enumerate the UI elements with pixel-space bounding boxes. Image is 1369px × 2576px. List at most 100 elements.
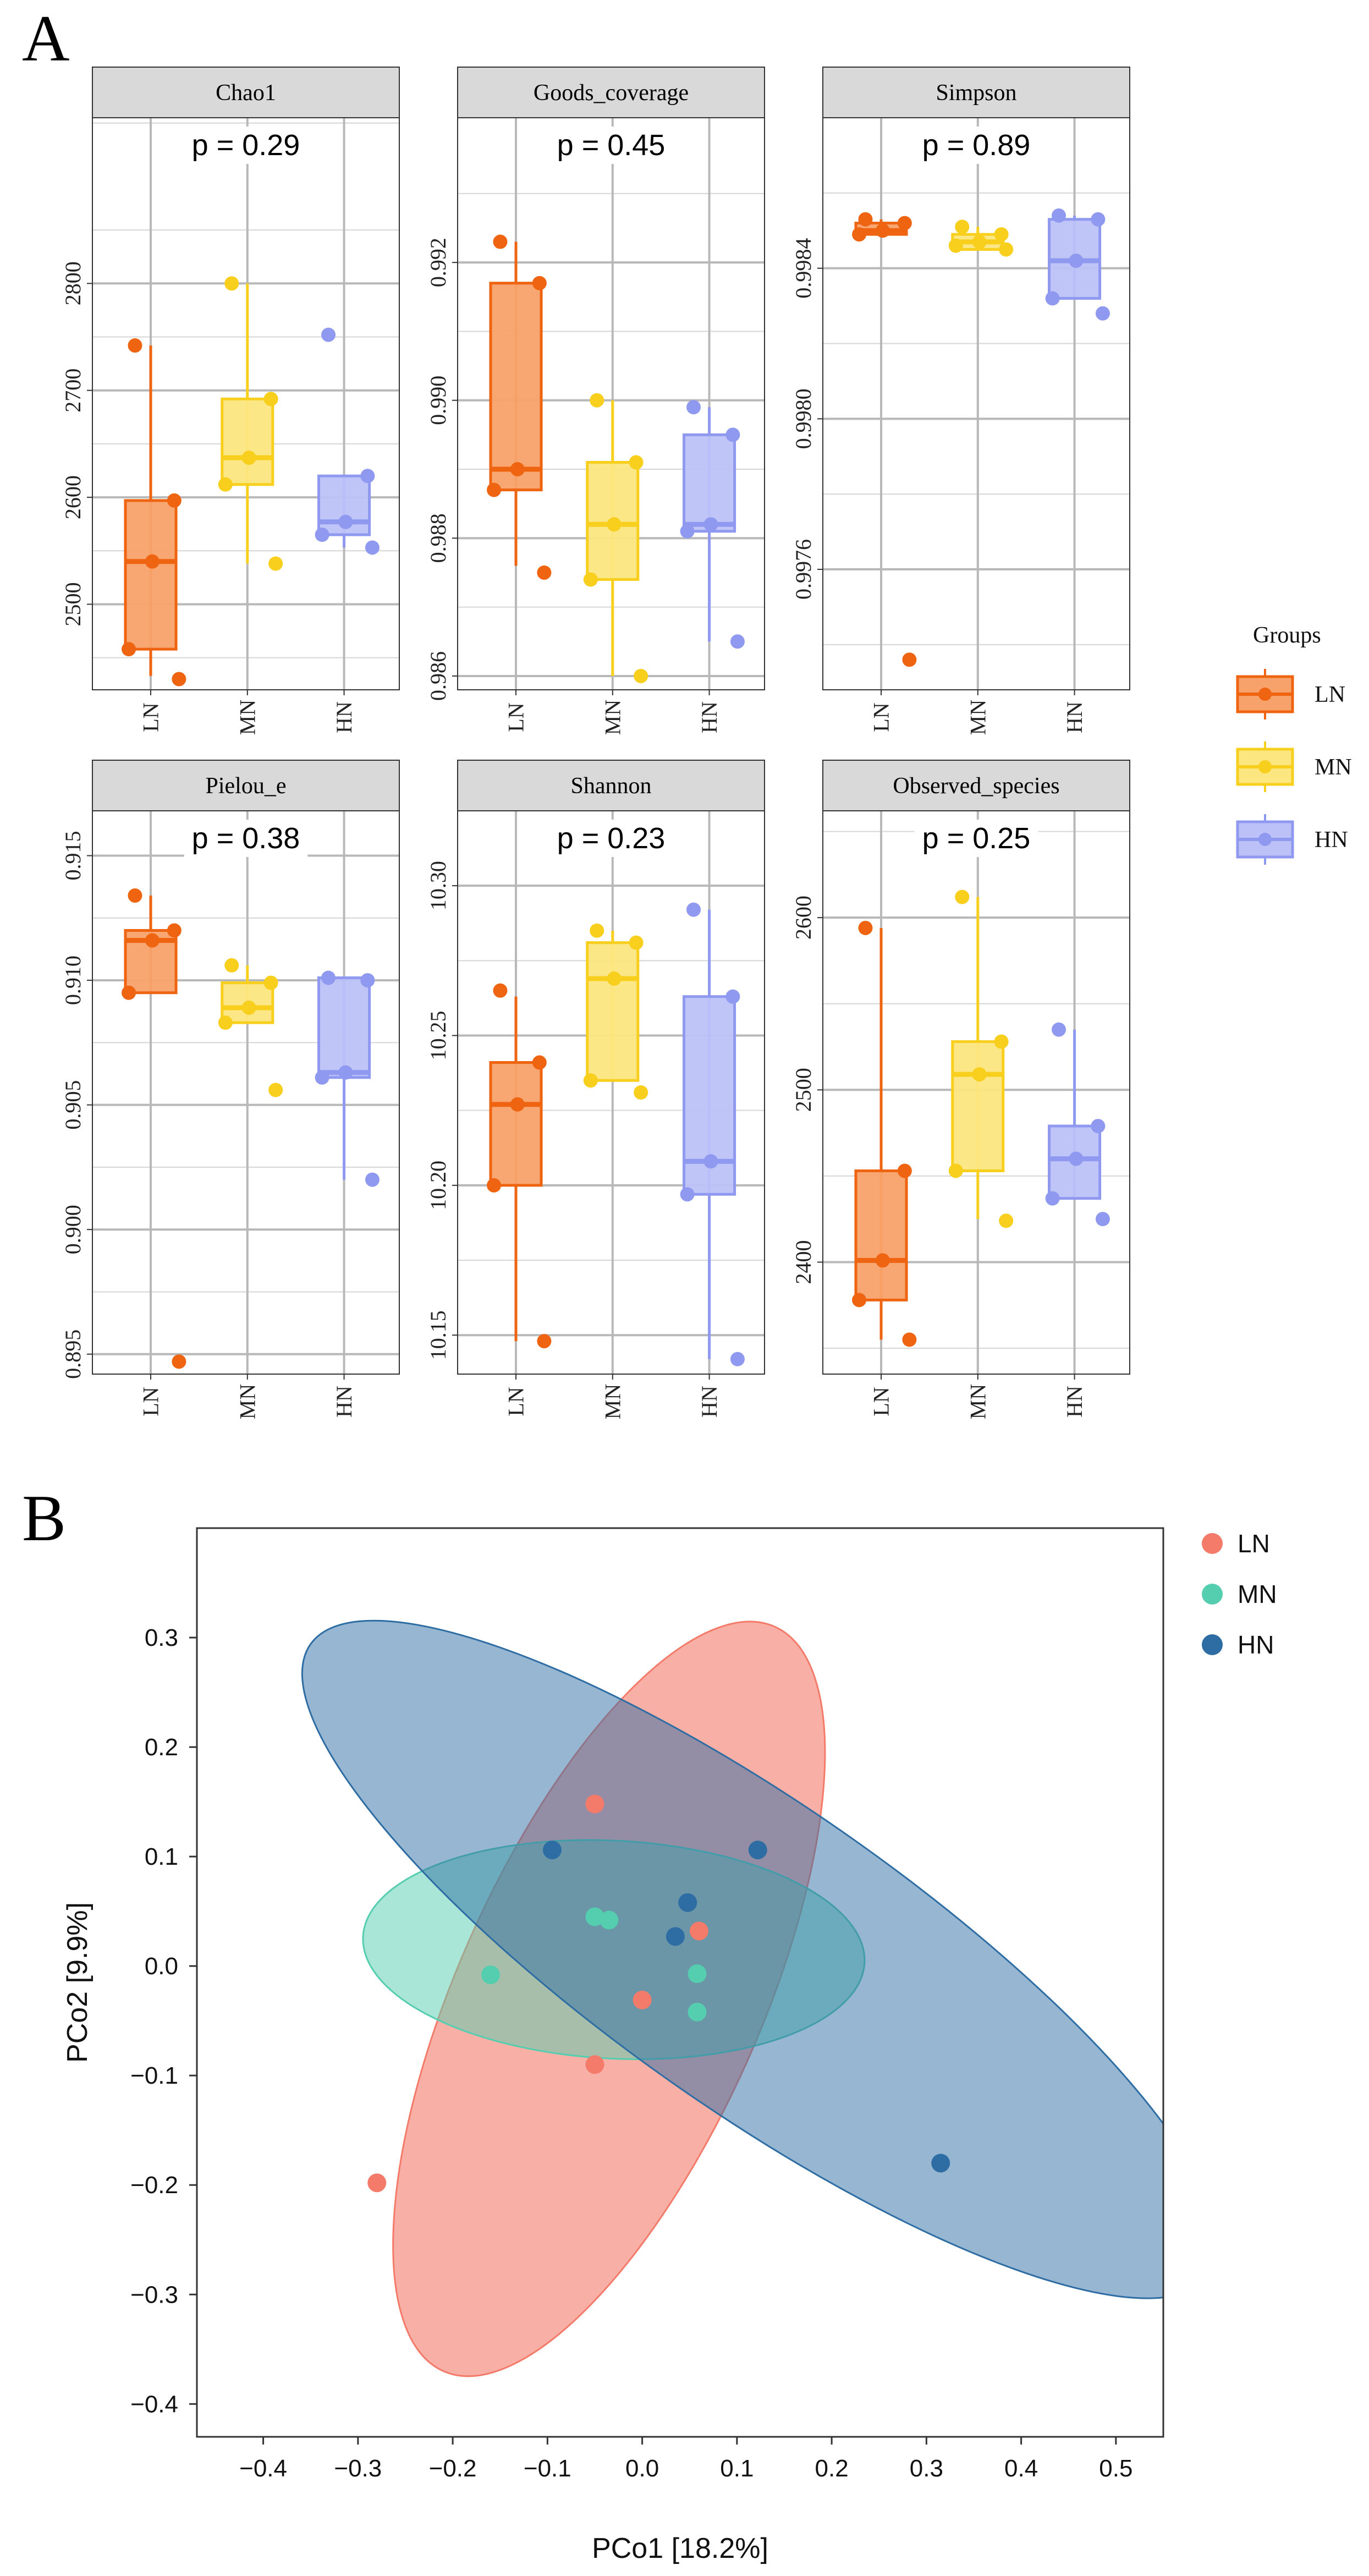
data-point bbox=[680, 1187, 695, 1202]
data-point bbox=[1052, 1022, 1066, 1037]
data-point bbox=[590, 393, 604, 408]
facet-border bbox=[822, 810, 1130, 1375]
data-point bbox=[510, 462, 525, 477]
panel-label-b: B bbox=[22, 1481, 66, 1555]
data-point bbox=[629, 455, 644, 470]
box-mn bbox=[218, 276, 283, 571]
data-point bbox=[263, 975, 278, 990]
facet-title: Simpson bbox=[936, 80, 1016, 106]
data-point bbox=[1095, 1212, 1110, 1227]
data-point bbox=[634, 668, 648, 683]
data-point bbox=[224, 958, 239, 973]
y-tick-label: 0.986 bbox=[426, 651, 450, 701]
y-tick-label: −0.3 bbox=[130, 2281, 178, 2308]
data-point bbox=[897, 216, 912, 230]
data-point bbox=[972, 1067, 987, 1082]
p-value-annotation: p = 0.38 bbox=[192, 822, 300, 855]
data-point bbox=[725, 989, 740, 1004]
data-point bbox=[167, 493, 182, 508]
y-tick-label: 10.20 bbox=[426, 1161, 450, 1210]
box-body bbox=[221, 981, 274, 1024]
data-point bbox=[268, 556, 283, 571]
data-point bbox=[955, 219, 970, 234]
data-point bbox=[955, 889, 970, 904]
data-point bbox=[994, 227, 1009, 242]
x-tick-label: LN bbox=[139, 702, 163, 732]
facet-strip bbox=[92, 760, 400, 811]
x-tick-label: LN bbox=[139, 1387, 163, 1416]
x-tick-label: MN bbox=[235, 700, 260, 735]
data-point bbox=[1045, 1191, 1060, 1206]
x-tick-label: LN bbox=[869, 1387, 894, 1416]
facet-observed-species: Observed_species 2400 2500 2600 p = 0.25 LN MN… bbox=[791, 760, 1130, 1419]
x-tick-label: HN bbox=[1062, 701, 1087, 733]
y-tick-label: 2800 bbox=[61, 261, 85, 305]
legend-item-ln: LN bbox=[1236, 669, 1345, 719]
legend-item-hn: HN bbox=[1236, 814, 1348, 865]
box-ln bbox=[487, 234, 552, 580]
data-point bbox=[858, 212, 873, 227]
x-tick-label: LN bbox=[869, 702, 894, 732]
data-point bbox=[128, 338, 142, 353]
legend-item-mn: MN bbox=[1236, 742, 1352, 792]
box-mn bbox=[218, 958, 283, 1097]
box-mn bbox=[948, 889, 1014, 1228]
data-point bbox=[852, 227, 867, 242]
facet-plot-area bbox=[823, 118, 1130, 690]
data-point bbox=[128, 888, 142, 903]
data-point bbox=[241, 1000, 256, 1015]
facet-title: Observed_species bbox=[893, 773, 1059, 799]
data-point bbox=[487, 1178, 502, 1193]
box-hn bbox=[680, 400, 745, 649]
box-body bbox=[951, 1040, 1005, 1172]
x-tick-label: 0.2 bbox=[815, 2455, 849, 2482]
p-value-annotation: p = 0.45 bbox=[557, 129, 666, 162]
sample-point-ln bbox=[585, 2055, 604, 2074]
sample-point-mn bbox=[688, 2002, 707, 2022]
data-point bbox=[703, 1154, 718, 1169]
facet-title: Shannon bbox=[571, 773, 652, 799]
sample-point-hn bbox=[542, 1841, 562, 1860]
pcoa-legend-swatch bbox=[1202, 1533, 1223, 1554]
box-mn bbox=[583, 923, 648, 1100]
data-point bbox=[897, 1163, 912, 1178]
data-point bbox=[263, 392, 278, 407]
data-point bbox=[365, 1172, 380, 1187]
p-value-annotation: p = 0.29 bbox=[192, 129, 300, 162]
facet-border bbox=[92, 810, 400, 1375]
p-value-background bbox=[914, 820, 1038, 857]
box-hn bbox=[680, 902, 745, 1366]
pcoa-legend-label: LN bbox=[1238, 1529, 1270, 1558]
data-point bbox=[680, 524, 695, 539]
p-value-annotation: p = 0.23 bbox=[557, 822, 666, 855]
x-tick-label: −0.1 bbox=[524, 2455, 571, 2482]
data-point bbox=[172, 672, 186, 686]
p-value-background bbox=[914, 127, 1038, 164]
box-body bbox=[683, 433, 736, 533]
facet-title: Pielou_e bbox=[206, 773, 287, 799]
box-body bbox=[489, 1061, 543, 1187]
data-point bbox=[365, 540, 380, 555]
facet-strip bbox=[822, 67, 1130, 118]
facet-strip bbox=[92, 67, 400, 118]
box-body bbox=[489, 282, 543, 492]
pcoa-legend: LN MN HN bbox=[1202, 1529, 1277, 1659]
box-hn bbox=[1045, 208, 1110, 321]
facet-border bbox=[457, 810, 765, 1375]
sample-point-hn bbox=[666, 1927, 685, 1946]
x-tick-label: LN bbox=[504, 702, 529, 732]
box-ln bbox=[122, 888, 186, 1369]
x-tick-label: 0.0 bbox=[625, 2455, 659, 2482]
x-tick-label: 0.5 bbox=[1099, 2455, 1132, 2482]
y-tick-label: 10.15 bbox=[426, 1310, 450, 1360]
data-point bbox=[510, 1097, 525, 1112]
data-point bbox=[703, 517, 718, 532]
data-point bbox=[607, 971, 622, 986]
data-point bbox=[607, 517, 622, 532]
panel-label-a: A bbox=[22, 2, 70, 75]
x-tick-label: HN bbox=[697, 701, 722, 733]
facet-border bbox=[92, 117, 400, 690]
x-tick-label: −0.2 bbox=[429, 2455, 477, 2482]
y-tick-label: 0.915 bbox=[61, 831, 85, 881]
